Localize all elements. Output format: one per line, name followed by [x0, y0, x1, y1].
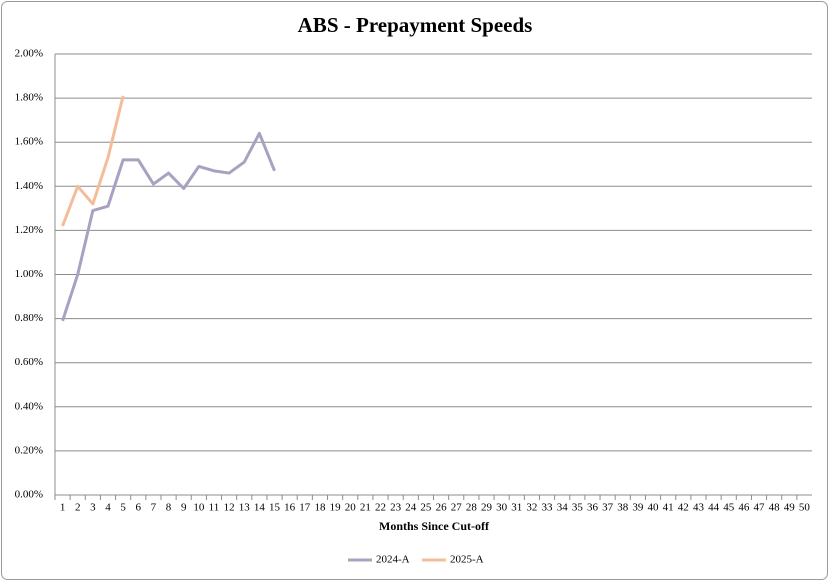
series-line — [61, 131, 276, 322]
y-tick-label: 1.20% — [15, 224, 43, 236]
x-tick-label: 31 — [511, 502, 522, 514]
x-tick-label: 40 — [648, 502, 660, 514]
x-tick-label: 34 — [557, 502, 569, 514]
x-tick-label: 30 — [496, 502, 508, 514]
y-tick-label: 1.00% — [15, 268, 43, 280]
x-tick-label: 22 — [375, 502, 386, 514]
x-tick-label: 35 — [572, 502, 584, 514]
x-tick-label: 12 — [224, 502, 235, 514]
x-tick-label: 38 — [617, 502, 629, 514]
x-tick-label: 50 — [799, 502, 811, 514]
x-tick-label: 16 — [284, 502, 296, 514]
y-tick-label: 0.40% — [15, 400, 43, 412]
legend-label: 2024-A — [376, 554, 410, 566]
y-tick-label: 0.00% — [15, 489, 43, 501]
x-tick-label: 36 — [587, 502, 599, 514]
x-tick-label: 1 — [60, 502, 66, 514]
x-tick-label: 33 — [542, 502, 554, 514]
x-tick-label: 28 — [466, 502, 478, 514]
x-tick-label: 4 — [105, 502, 111, 514]
y-tick-label: 0.20% — [15, 444, 43, 456]
y-tick-label: 1.80% — [15, 92, 43, 104]
x-tick-label: 14 — [254, 502, 266, 514]
x-tick-label: 48 — [769, 502, 781, 514]
x-tick-label: 26 — [436, 502, 448, 514]
x-tick-label: 7 — [151, 502, 157, 514]
x-tick-label: 37 — [602, 502, 614, 514]
x-tick-label: 43 — [693, 502, 705, 514]
x-tick-label: 42 — [678, 502, 689, 514]
x-tick-label: 10 — [193, 502, 205, 514]
x-tick-label: 11 — [209, 502, 220, 514]
x-tick-label: 2 — [75, 502, 81, 514]
x-tick-label: 3 — [90, 502, 96, 514]
x-tick-label: 25 — [420, 502, 432, 514]
series-line — [61, 95, 125, 227]
x-tick-label: 46 — [738, 502, 750, 514]
x-tick-label: 13 — [239, 502, 251, 514]
x-tick-label: 44 — [708, 502, 720, 514]
x-tick-label: 49 — [784, 502, 796, 514]
x-tick-label: 15 — [269, 502, 281, 514]
y-tick-label: 1.40% — [15, 180, 43, 192]
x-tick-label: 20 — [345, 502, 357, 514]
x-tick-label: 8 — [166, 502, 172, 514]
y-tick-label: 0.60% — [15, 356, 43, 368]
x-axis-label: Months Since Cut-off — [379, 519, 490, 533]
x-tick-label: 23 — [390, 502, 402, 514]
legend-label: 2025-A — [450, 554, 484, 566]
x-tick-label: 24 — [405, 502, 417, 514]
y-tick-label: 2.00% — [15, 48, 43, 60]
x-tick-label: 19 — [330, 502, 342, 514]
x-tick-label: 41 — [663, 502, 674, 514]
x-tick-label: 32 — [526, 502, 537, 514]
x-tick-label: 17 — [299, 502, 311, 514]
chart-title: ABS - Prepayment Speeds — [298, 13, 533, 37]
x-tick-label: 5 — [120, 502, 126, 514]
x-tick-label: 39 — [632, 502, 644, 514]
x-tick-label: 29 — [481, 502, 493, 514]
x-tick-label: 27 — [451, 502, 463, 514]
x-tick-label: 6 — [136, 502, 142, 514]
y-tick-label: 1.60% — [15, 136, 43, 148]
x-tick-label: 18 — [314, 502, 326, 514]
x-tick-label: 9 — [181, 502, 187, 514]
x-tick-label: 47 — [754, 502, 766, 514]
x-tick-label: 45 — [723, 502, 735, 514]
x-tick-label: 21 — [360, 502, 371, 514]
y-tick-label: 0.80% — [15, 312, 43, 324]
